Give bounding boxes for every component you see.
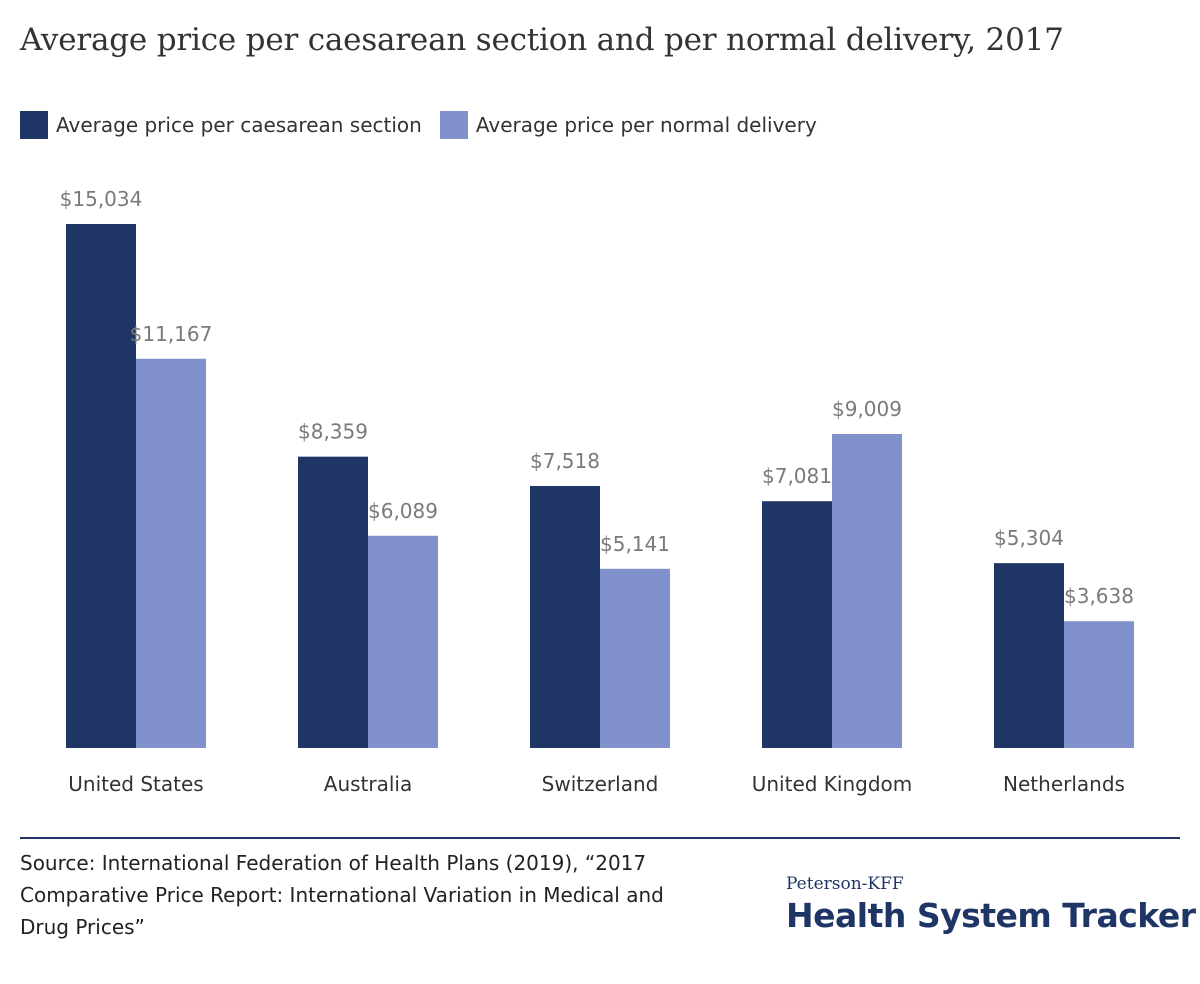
source-note: Source: International Federation of Heal… — [20, 851, 664, 939]
bar-australia-caesarean — [298, 456, 368, 748]
brand-peterson-kff: Peterson-KFF — [786, 874, 904, 894]
value-label-switzerland-caesarean: $7,518 — [530, 449, 600, 473]
value-label-netherlands-caesarean: $5,304 — [994, 526, 1064, 550]
category-label-united-states: United States — [68, 772, 203, 796]
legend-item-normal: Average price per normal delivery — [439, 111, 817, 139]
bar-netherlands-caesarean — [994, 563, 1064, 748]
legend-label-caesarean: Average price per caesarean section — [56, 113, 422, 137]
chart-title: Average price per caesarean section and … — [20, 22, 1064, 58]
brand-health-system-tracker: Health System Tracker — [786, 896, 1196, 935]
bar-netherlands-normal — [1064, 621, 1134, 748]
bar-united-kingdom-normal — [832, 433, 902, 748]
bar-united-states-normal — [136, 358, 206, 748]
value-label-australia-caesarean: $8,359 — [298, 420, 368, 444]
category-label-switzerland: Switzerland — [542, 772, 659, 796]
value-label-united-kingdom-caesarean: $7,081 — [762, 464, 832, 488]
category-label-australia: Australia — [324, 772, 412, 796]
bar-australia-normal — [368, 535, 438, 748]
category-label-united-kingdom: United Kingdom — [752, 772, 913, 796]
legend-swatch-caesarean — [20, 111, 48, 139]
legend-item-caesarean: Average price per caesarean section — [20, 111, 422, 139]
legend-swatch-normal — [439, 111, 468, 139]
value-label-united-states-caesarean: $15,034 — [60, 187, 143, 211]
value-label-australia-normal: $6,089 — [368, 499, 438, 523]
bar-chart: $15,034 $11,167 United States $8,359 $6,089 A… — [60, 187, 1134, 796]
bar-switzerland-normal — [600, 568, 670, 748]
value-label-united-kingdom-normal: $9,009 — [832, 397, 902, 421]
bar-united-kingdom-caesarean — [762, 501, 832, 748]
category-label-netherlands: Netherlands — [1003, 772, 1125, 796]
bar-united-states-caesarean — [66, 224, 136, 748]
bar-switzerland-caesarean — [530, 485, 600, 748]
value-label-united-states-normal: $11,167 — [130, 322, 213, 346]
footer-divider — [20, 837, 1180, 839]
value-label-switzerland-normal: $5,141 — [600, 532, 670, 556]
legend: Average price per caesarean section Aver… — [20, 111, 835, 139]
value-label-netherlands-normal: $3,638 — [1064, 584, 1134, 608]
legend-label-normal: Average price per normal delivery — [475, 113, 817, 137]
